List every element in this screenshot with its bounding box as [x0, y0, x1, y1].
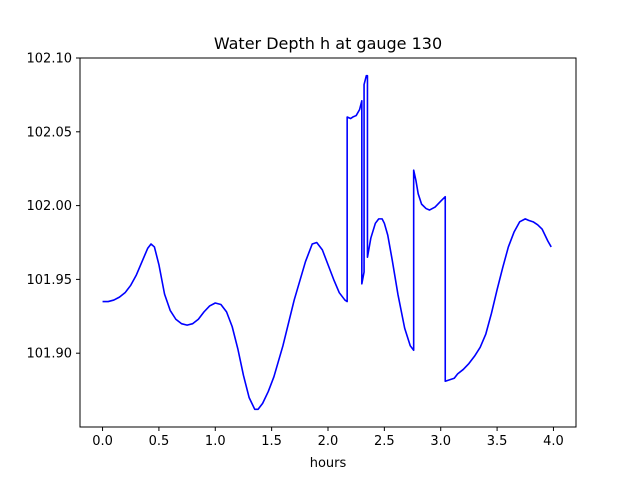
y-tick-label: 101.95 — [27, 273, 73, 288]
x-tick-label: 2.0 — [318, 434, 339, 449]
axes-frame — [79, 57, 577, 428]
series-line-0 — [102, 74, 552, 411]
x-tick-label: 3.5 — [487, 434, 508, 449]
y-tick-label: 101.90 — [27, 347, 73, 362]
x-tick-label: 0.0 — [92, 434, 113, 449]
x-axis-ticks: 0.0 0.5 1.0 1.5 2.0 2.5 3.0 3.5 4.0 — [92, 427, 564, 449]
x-tick-label: 3.0 — [430, 434, 451, 449]
x-tick-label: 2.5 — [374, 434, 395, 449]
x-axis-label: hours — [310, 456, 347, 471]
x-tick-label: 1.0 — [205, 434, 226, 449]
y-axis-ticks: 101.90 101.95 102.00 102.05 102.10 — [27, 52, 80, 362]
plot-area — [102, 74, 552, 411]
x-tick-label: 0.5 — [149, 434, 170, 449]
chart-title: Water Depth h at gauge 130 — [214, 34, 442, 53]
x-tick-label: 1.5 — [261, 434, 282, 449]
y-tick-label: 102.00 — [27, 199, 73, 214]
y-tick-label: 102.10 — [27, 52, 73, 67]
x-tick-label: 4.0 — [543, 434, 564, 449]
y-tick-label: 102.05 — [27, 125, 73, 140]
